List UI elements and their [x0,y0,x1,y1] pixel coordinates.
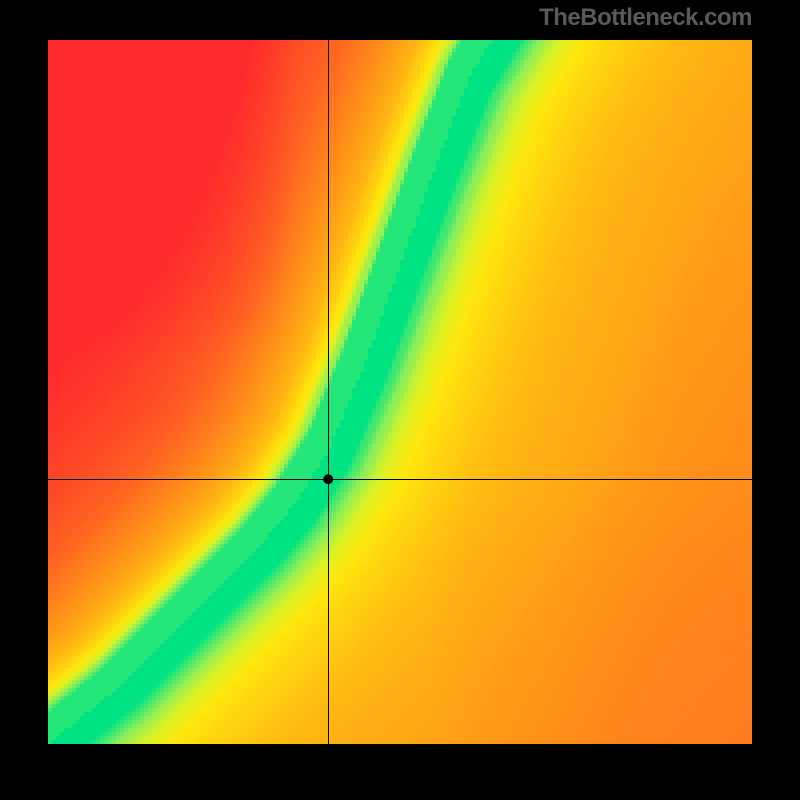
attribution-text: TheBottleneck.com [539,4,752,32]
bottleneck-heatmap [48,40,752,744]
crosshair-marker [48,40,752,744]
